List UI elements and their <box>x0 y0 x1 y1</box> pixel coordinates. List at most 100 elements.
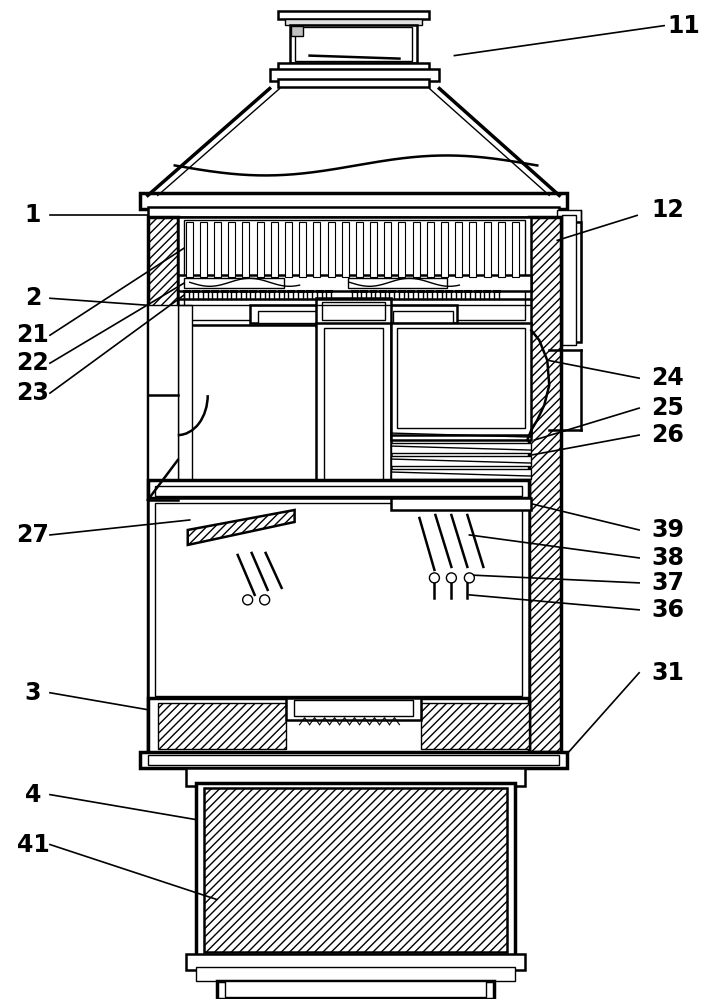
Bar <box>469 222 477 277</box>
Bar <box>158 703 286 749</box>
Bar <box>148 305 177 500</box>
Bar <box>196 783 515 957</box>
Text: 1: 1 <box>25 203 41 227</box>
Bar <box>562 215 576 345</box>
Bar <box>148 217 177 752</box>
Bar <box>186 222 193 277</box>
Circle shape <box>429 573 440 583</box>
Bar <box>315 298 392 326</box>
Bar <box>271 222 278 277</box>
Bar <box>286 698 421 720</box>
Bar <box>148 755 559 765</box>
Text: 31: 31 <box>651 661 684 685</box>
Bar <box>356 222 363 277</box>
Bar <box>225 981 486 997</box>
Circle shape <box>243 595 252 605</box>
Bar <box>322 302 385 320</box>
Bar <box>512 222 519 277</box>
Text: 12: 12 <box>651 198 684 222</box>
Bar <box>140 193 567 209</box>
Bar <box>413 222 420 277</box>
Bar <box>177 217 531 325</box>
Circle shape <box>446 573 457 583</box>
Bar <box>148 480 530 498</box>
Bar <box>557 210 581 222</box>
Bar <box>370 222 377 277</box>
Bar <box>148 498 530 698</box>
Bar <box>327 222 334 277</box>
Text: 38: 38 <box>651 546 684 570</box>
Bar <box>313 222 320 277</box>
Bar <box>177 305 192 555</box>
Circle shape <box>464 573 474 583</box>
Bar <box>392 430 531 440</box>
Text: 23: 23 <box>16 381 49 405</box>
Text: 21: 21 <box>16 323 49 347</box>
Bar <box>217 981 494 999</box>
Bar <box>392 498 531 510</box>
Bar <box>186 954 525 970</box>
Bar <box>455 222 462 277</box>
Bar <box>557 222 581 342</box>
Bar <box>498 222 505 277</box>
Bar <box>293 700 414 716</box>
Text: 41: 41 <box>16 833 49 857</box>
Bar <box>250 305 457 323</box>
Bar <box>214 222 221 277</box>
Bar <box>269 69 440 81</box>
Text: 4: 4 <box>25 783 41 807</box>
Bar <box>148 698 530 754</box>
Polygon shape <box>188 510 295 545</box>
Text: 22: 22 <box>16 351 49 375</box>
Bar <box>421 703 530 749</box>
Bar <box>530 217 561 752</box>
Bar <box>399 222 405 277</box>
Bar <box>257 311 317 323</box>
Bar <box>155 486 522 496</box>
Bar <box>484 222 491 277</box>
Bar <box>427 222 434 277</box>
Text: 25: 25 <box>651 396 684 420</box>
Text: 36: 36 <box>651 598 684 622</box>
Text: 24: 24 <box>651 366 684 390</box>
Bar <box>140 752 567 768</box>
Bar <box>392 469 531 479</box>
Bar <box>341 222 349 277</box>
Bar <box>299 222 306 277</box>
Text: 26: 26 <box>651 423 684 447</box>
Text: 11: 11 <box>667 14 700 38</box>
Bar <box>285 222 292 277</box>
Bar <box>315 323 392 568</box>
Bar <box>291 26 303 36</box>
Bar <box>243 222 250 277</box>
Bar <box>324 328 383 566</box>
Bar <box>295 27 412 61</box>
Text: 37: 37 <box>651 571 684 595</box>
Text: 3: 3 <box>25 681 41 705</box>
Bar <box>392 323 531 435</box>
Circle shape <box>259 595 269 605</box>
Bar <box>278 11 429 19</box>
Bar <box>397 328 525 428</box>
Bar <box>392 443 531 453</box>
Bar <box>177 275 531 291</box>
Bar <box>278 79 429 87</box>
Bar <box>285 19 422 25</box>
Bar <box>441 222 448 277</box>
Bar <box>228 222 235 277</box>
Bar <box>278 63 429 71</box>
Text: 39: 39 <box>651 518 684 542</box>
Bar <box>385 222 391 277</box>
Bar <box>204 788 508 952</box>
Text: 27: 27 <box>16 523 49 547</box>
Bar <box>184 278 284 288</box>
Bar <box>290 25 417 63</box>
Bar <box>257 222 264 277</box>
Bar <box>155 503 522 696</box>
Bar <box>184 220 525 320</box>
Bar <box>348 278 448 288</box>
Bar <box>200 222 207 277</box>
Bar <box>148 207 559 217</box>
Bar <box>196 967 515 981</box>
Bar <box>394 311 453 323</box>
